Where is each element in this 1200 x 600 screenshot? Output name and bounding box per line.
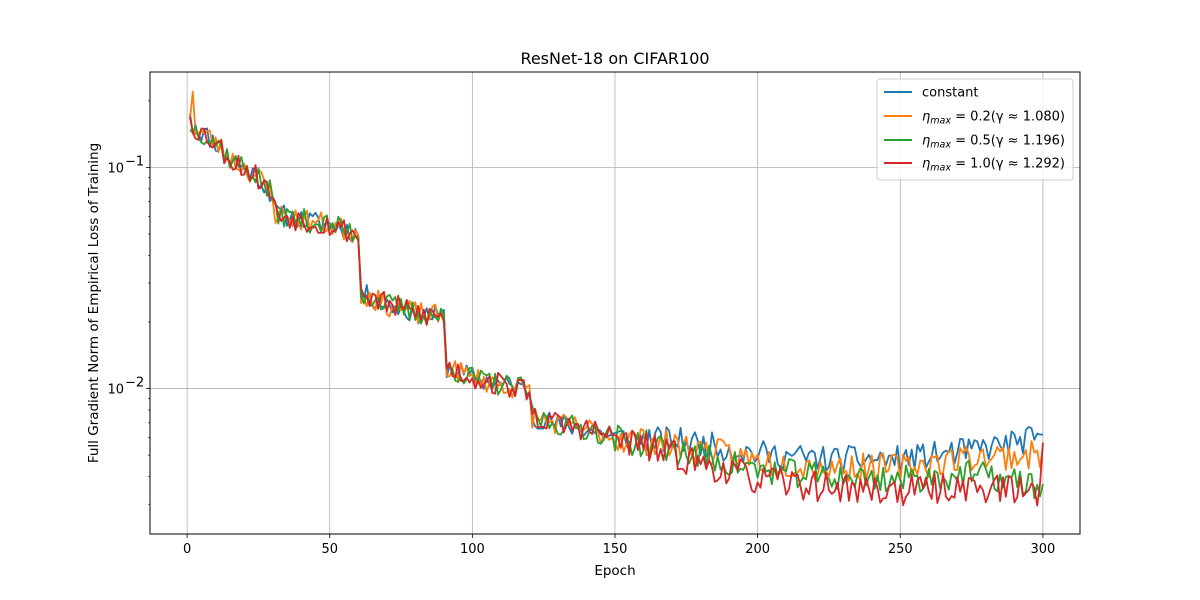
legend-label-eta-1-0: ηmax = 1.0(γ ≈ 1.292): [922, 157, 1065, 174]
x-tick-label: 150: [603, 542, 628, 557]
x-tick-label: 100: [460, 542, 485, 557]
x-tick-label: 250: [888, 542, 913, 557]
x-tick-label: 0: [183, 542, 191, 557]
x-tick-label: 300: [1031, 542, 1056, 557]
series-line-2: [189, 124, 1044, 500]
x-axis-label: Epoch: [594, 563, 635, 579]
x-tick-label: 200: [745, 542, 770, 557]
series-line-3: [189, 116, 1044, 507]
y-axis-ticks: 10−210−1: [107, 100, 150, 505]
y-tick-exponent: −2: [125, 376, 144, 391]
legend-eta-symbol: η: [922, 134, 930, 149]
y-tick-exponent: −1: [125, 154, 144, 169]
legend-eta-subscript: max: [930, 163, 951, 174]
legend-eta-subscript: max: [930, 116, 951, 127]
y-tick-label: 10: [107, 161, 124, 176]
x-axis-ticks: 0 50 100 150 200 250 300: [183, 534, 1055, 557]
series-lines: [189, 90, 1044, 507]
legend-eta-subscript: max: [930, 140, 951, 151]
legend-eta-symbol: η: [922, 110, 930, 125]
legend-eta-value: = 0.5(γ ≈ 1.196): [951, 134, 1065, 149]
legend: constant ηmax = 0.2(γ ≈ 1.080) ηmax = 0.…: [876, 78, 1074, 181]
y-tick-label: 10: [107, 383, 124, 398]
legend-label-eta-0-2: ηmax = 0.2(γ ≈ 1.080): [922, 110, 1065, 127]
x-tick-label: 50: [321, 542, 338, 557]
legend-label-constant: constant: [922, 86, 979, 101]
legend-eta-value: = 0.2(γ ≈ 1.080): [951, 110, 1065, 125]
legend-eta-value: = 1.0(γ ≈ 1.292): [951, 157, 1065, 172]
chart-title: ResNet-18 on CIFAR100: [520, 49, 709, 68]
legend-box: [876, 78, 1074, 181]
legend-label-eta-0-5: ηmax = 0.5(γ ≈ 1.196): [922, 134, 1065, 151]
y-axis-label: Full Gradient Norm of Empirical Loss of …: [86, 143, 102, 463]
legend-eta-symbol: η: [922, 157, 930, 172]
